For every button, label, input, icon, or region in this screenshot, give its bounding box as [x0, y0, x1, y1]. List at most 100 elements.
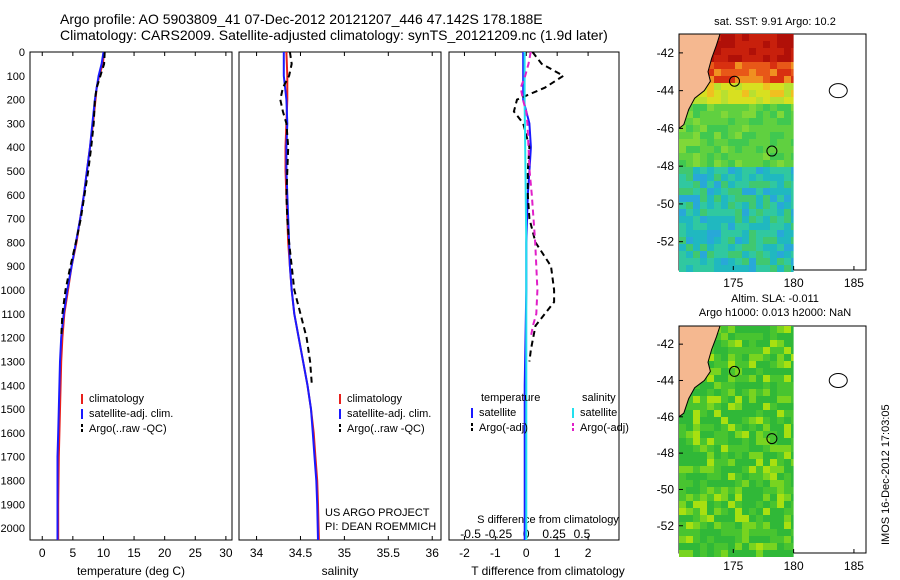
salinity-x-tick-label: 34.5	[289, 546, 313, 560]
salinity-series-line	[279, 51, 313, 386]
sla-map-title-line2: Argo h1000: 0.013 h2000: NaN	[699, 307, 851, 319]
temperature-axes-frame	[29, 51, 233, 541]
sla-map-title-line1: Altim. SLA: -0.011	[731, 293, 819, 305]
temperature-x-tick-label: 30	[219, 546, 233, 560]
difference-legend-label: Argo(-adj)	[479, 422, 528, 434]
temperature-x-tick-label: 15	[127, 546, 141, 560]
sst-map-marker	[728, 75, 740, 87]
sst-map-argo-float-marker	[766, 145, 778, 157]
sst-map-axes: 175 180 185 -42 -44 -46 -48 -50 -52	[657, 33, 867, 290]
depth-tick-label: 300	[7, 118, 25, 130]
depth-tick-label: 0	[19, 47, 25, 59]
depth-tick-label: 1100	[1, 309, 25, 321]
sla-map-land	[678, 325, 721, 418]
sst-map-land	[678, 33, 721, 130]
difference-s-axis-label: S difference from climatology	[477, 514, 619, 526]
salinity-xlabel: salinity	[322, 564, 359, 578]
depth-tick-label: 800	[7, 237, 25, 249]
sst-map-x-tick-label: 175	[723, 276, 743, 290]
difference-axes-frame	[448, 51, 620, 541]
temperature-x-tick-label: 10	[97, 546, 111, 560]
depth-tick-label: 1700	[1, 452, 25, 464]
difference-legend-header-salinity: salinity	[582, 392, 616, 404]
sla-map-chatham-island	[828, 372, 848, 388]
difference-s-tick-label: -0.5	[460, 527, 481, 541]
difference-sal-satellite-series-line	[523, 52, 528, 540]
salinity-x-tick-label: 36	[426, 546, 440, 560]
difference-s-tick-label: 0.25	[542, 527, 566, 541]
sst-map-x-tick-label: 185	[844, 276, 864, 290]
salinity-x-tick-label: 35.5	[377, 546, 401, 560]
difference-temp-satellite-series-line	[522, 52, 532, 540]
difference-s-tick-label: 0.5	[574, 527, 591, 541]
depth-tick-label: 700	[7, 214, 25, 226]
difference-s-tick-label: -0.25	[485, 527, 513, 541]
depth-tick-label: 1800	[1, 475, 25, 487]
salinity-x-tick-label: 34	[250, 546, 264, 560]
sst-map-y-tick-label: -46	[657, 121, 675, 135]
difference-x-tick-label: 2	[585, 546, 592, 560]
depth-tick-label: 1200	[1, 333, 25, 345]
difference-legend-label: satellite	[479, 407, 516, 419]
difference-x-tick-label: 0	[523, 546, 530, 560]
figure-title-line1: Argo profile: AO 5903809_41 07-Dec-2012 …	[60, 11, 543, 27]
sla-map-y-tick-label: -46	[657, 410, 675, 424]
depth-tick-label: 1500	[1, 404, 25, 416]
difference-legend-header-temperature: temperature	[481, 392, 540, 404]
depth-tick-label: 2000	[1, 523, 25, 535]
figure-title-line2: Climatology: CARS2009. Satellite-adjuste…	[60, 27, 608, 43]
project-annotation: PI: DEAN ROEMMICH	[325, 521, 436, 533]
difference-legend-label: satellite	[580, 407, 617, 419]
sla-map-axes: 175 180 185 -42 -44 -46 -48 -50 -52	[657, 325, 867, 573]
sla-map-x-tick-label: 180	[784, 559, 804, 573]
depth-tick-label: 500	[7, 166, 25, 178]
sla-map-marker	[728, 365, 740, 377]
depth-tick-label: 1300	[1, 356, 25, 368]
depth-tick-label: 600	[7, 190, 25, 202]
sst-map-y-tick-label: -52	[657, 235, 675, 249]
project-annotation: US ARGO PROJECT	[325, 507, 430, 519]
sst-map-chatham-island	[828, 83, 848, 99]
depth-tick-label: 1400	[1, 380, 25, 392]
salinity-axes-frame	[238, 51, 442, 541]
sla-map-y-tick-label: -52	[657, 519, 675, 533]
depth-tick-label: 1900	[1, 499, 25, 511]
depth-tick-label: 1600	[1, 428, 25, 440]
sst-map-x-tick-label: 180	[784, 276, 804, 290]
sla-map-y-tick-label: -44	[657, 373, 675, 387]
sst-map-title: sat. SST: 9.91 Argo: 10.2	[714, 16, 836, 28]
temperature-x-tick-label: 5	[70, 546, 77, 560]
sla-map-y-tick-label: -50	[657, 482, 675, 496]
depth-tick-label: 200	[7, 95, 25, 107]
temperature-legend-label: satellite-adj. clim.	[89, 408, 173, 420]
salinity-legend-label: Argo(..raw -QC)	[347, 423, 425, 435]
sst-map-y-tick-label: -48	[657, 159, 675, 173]
sla-map-y-tick-label: -48	[657, 446, 675, 460]
sla-map-argo-float-marker	[766, 433, 778, 445]
difference-xlabel: T difference from climatology	[471, 564, 625, 578]
depth-tick-label: 100	[7, 71, 25, 83]
difference-legend-label: Argo(-adj)	[580, 422, 629, 434]
difference-x-tick-label: -1	[490, 546, 501, 560]
temperature-x-tick-label: 25	[189, 546, 203, 560]
sla-map-x-tick-label: 175	[723, 559, 743, 573]
temperature-x-tick-label: 0	[39, 546, 46, 560]
temperature-series-line	[60, 51, 106, 338]
salinity-x-tick-label: 35	[338, 546, 352, 560]
difference-x-tick-label: -2	[459, 546, 470, 560]
salinity-legend-label: satellite-adj. clim.	[347, 408, 431, 420]
sla-map-y-tick-label: -42	[657, 337, 675, 351]
depth-tick-label: 400	[7, 142, 25, 154]
salinity-legend-label: climatology	[347, 393, 403, 405]
difference-x-tick-label: 1	[554, 546, 561, 560]
temperature-xlabel: temperature (deg C)	[77, 564, 185, 578]
sst-map-y-tick-label: -50	[657, 197, 675, 211]
temperature-legend-label: climatology	[89, 393, 145, 405]
sst-map-y-tick-label: -44	[657, 84, 675, 98]
sla-map-x-tick-label: 185	[844, 559, 864, 573]
depth-tick-label: 1000	[1, 285, 25, 297]
temperature-legend-label: Argo(..raw -QC)	[89, 423, 167, 435]
depth-tick-label: 900	[7, 261, 25, 273]
sst-map-y-tick-label: -42	[657, 46, 675, 60]
